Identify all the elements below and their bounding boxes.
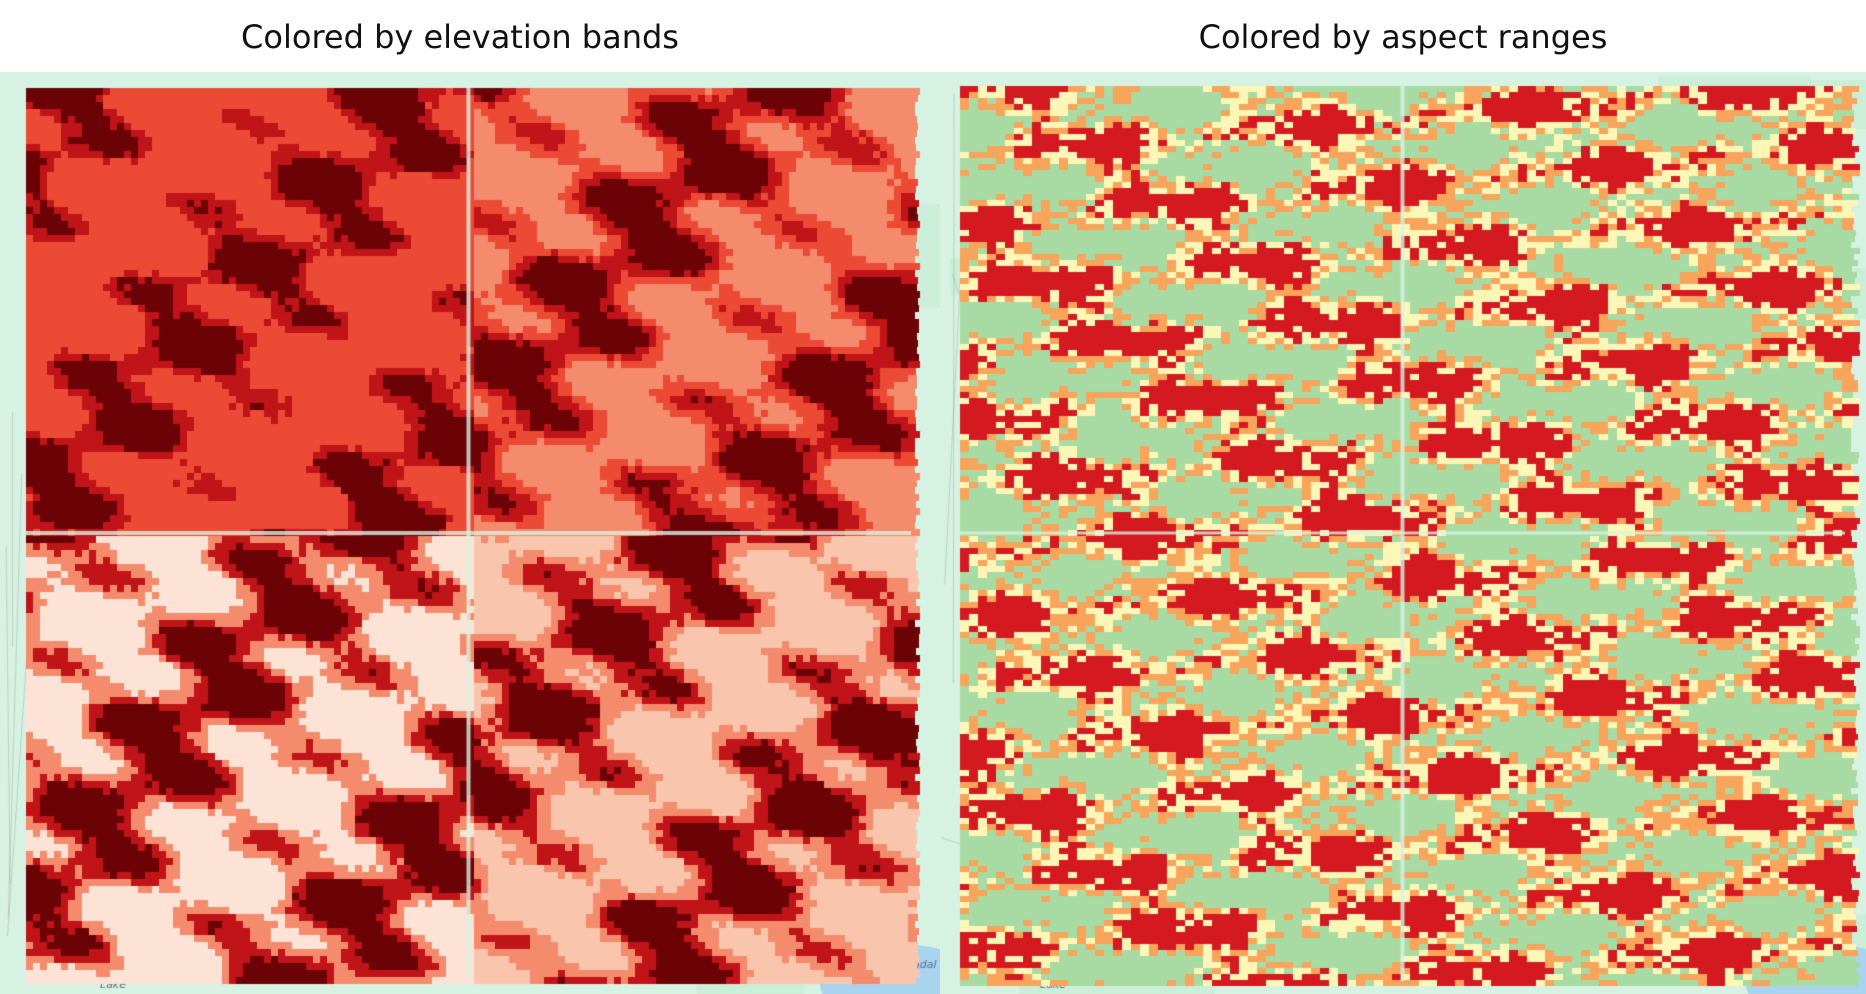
elevation-map-panel[interactable]: [0, 72, 940, 994]
aspect-panel-title: Colored by aspect ranges: [1198, 18, 1608, 56]
elevation-panel-title: Colored by elevation bands: [241, 18, 679, 56]
aspect-map-panel[interactable]: [940, 72, 1866, 994]
elevation-map-canvas[interactable]: [0, 72, 940, 994]
aspect-map-canvas[interactable]: [940, 72, 1866, 994]
